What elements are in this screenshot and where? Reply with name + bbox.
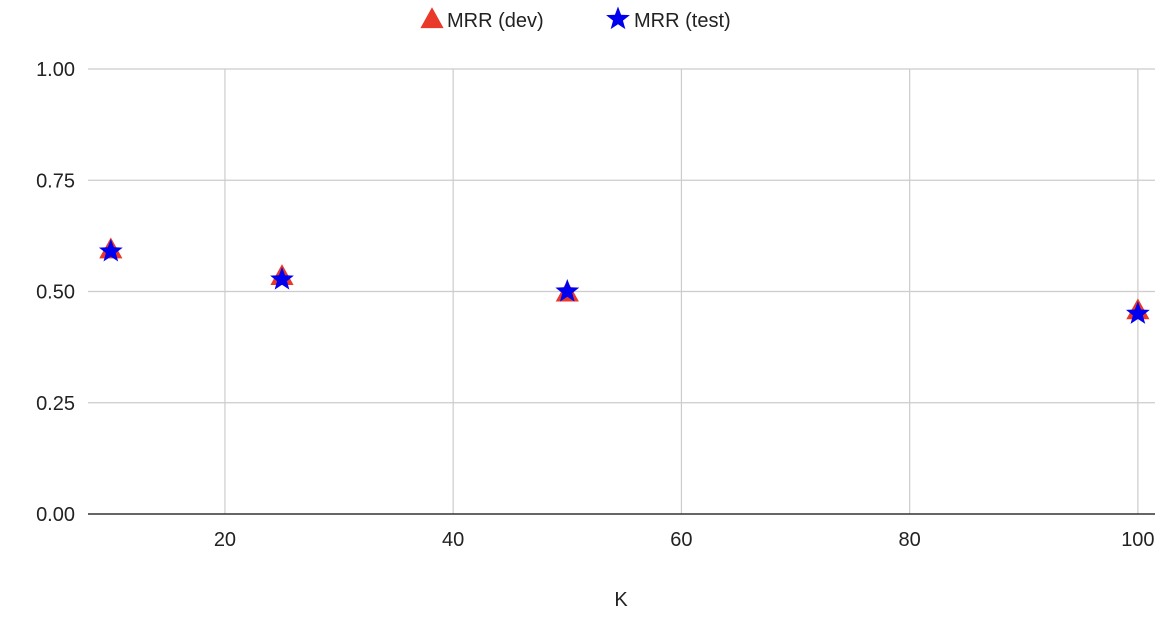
x-tick-label: 20: [214, 529, 236, 551]
y-tick-label: 0.25: [36, 393, 75, 415]
legend-star-icon: [606, 6, 630, 30]
y-tick-label: 0.50: [36, 282, 75, 304]
x-tick-label: 40: [442, 529, 464, 551]
x-tick-label: 60: [670, 529, 692, 551]
series-mrr-test: [98, 238, 1150, 324]
x-axis-ticks: 20 40 60 80 100: [214, 529, 1155, 551]
legend-label: MRR (dev): [447, 10, 544, 32]
legend-item: MRR (dev): [420, 7, 544, 32]
data-series: [98, 237, 1150, 324]
x-axis-label: K: [614, 589, 628, 611]
data-point-star: [1125, 301, 1150, 324]
data-point-star: [270, 266, 294, 290]
y-tick-label: 0.75: [36, 170, 75, 192]
legend-triangle-icon: [420, 7, 444, 29]
x-tick-label: 80: [899, 529, 921, 551]
grid-lines: [88, 68, 1155, 514]
y-tick-label: 1.00: [36, 59, 75, 81]
legend-item: MRR (test): [606, 6, 731, 32]
data-point-star: [98, 238, 123, 262]
legend: MRR (dev) MRR (test): [420, 6, 731, 32]
x-tick-label: 100: [1121, 529, 1154, 551]
y-axis-ticks: 0.00 0.25 0.50 0.75 1.00: [36, 59, 75, 526]
y-tick-label: 0.00: [36, 504, 75, 526]
data-point-star: [555, 279, 580, 302]
series-mrr-dev: [99, 237, 1150, 320]
legend-label: MRR (test): [634, 10, 731, 32]
